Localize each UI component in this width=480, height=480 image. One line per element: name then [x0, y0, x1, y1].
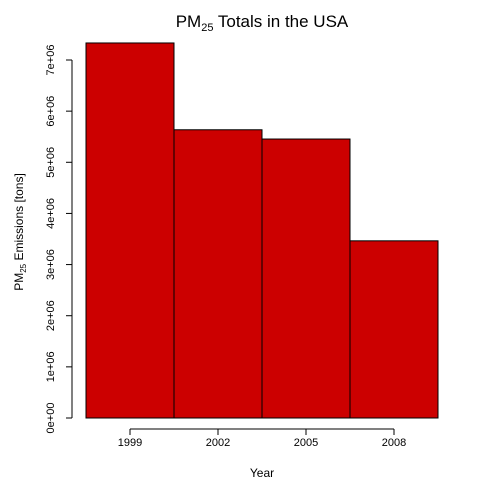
y-tick-label: 2e+06 [45, 300, 57, 331]
x-axis: 1999 2002 2005 2008 [118, 428, 406, 449]
x-axis-label: Year [250, 466, 274, 480]
y-tick-label: 4e+06 [45, 198, 57, 229]
y-tick-label: 6e+06 [45, 96, 57, 127]
bar-2005 [261, 138, 351, 419]
y-tick-label: 1e+06 [45, 351, 57, 382]
x-tick-label: 2005 [294, 437, 318, 449]
bars-group [85, 42, 439, 419]
x-tick-label: 1999 [118, 437, 142, 449]
y-axis: 0e+00 1e+06 2e+06 3e+06 4e+06 5e+06 6e+06 7e+06 [45, 45, 73, 434]
y-tick-label: 7e+06 [45, 45, 57, 76]
x-tick-label: 2008 [382, 437, 406, 449]
x-tick-label: 2002 [206, 437, 230, 449]
y-tick-label: 3e+06 [45, 249, 57, 280]
chart-title: PM25 Totals in the USA [176, 12, 349, 34]
y-tick-label: 5e+06 [45, 147, 57, 178]
y-axis-label: PM25 Emissions [tons] [12, 173, 28, 291]
bar-2002 [173, 129, 263, 419]
bar-1999 [85, 42, 175, 419]
bar-2008 [349, 240, 439, 419]
y-tick-label: 0e+00 [45, 403, 57, 434]
